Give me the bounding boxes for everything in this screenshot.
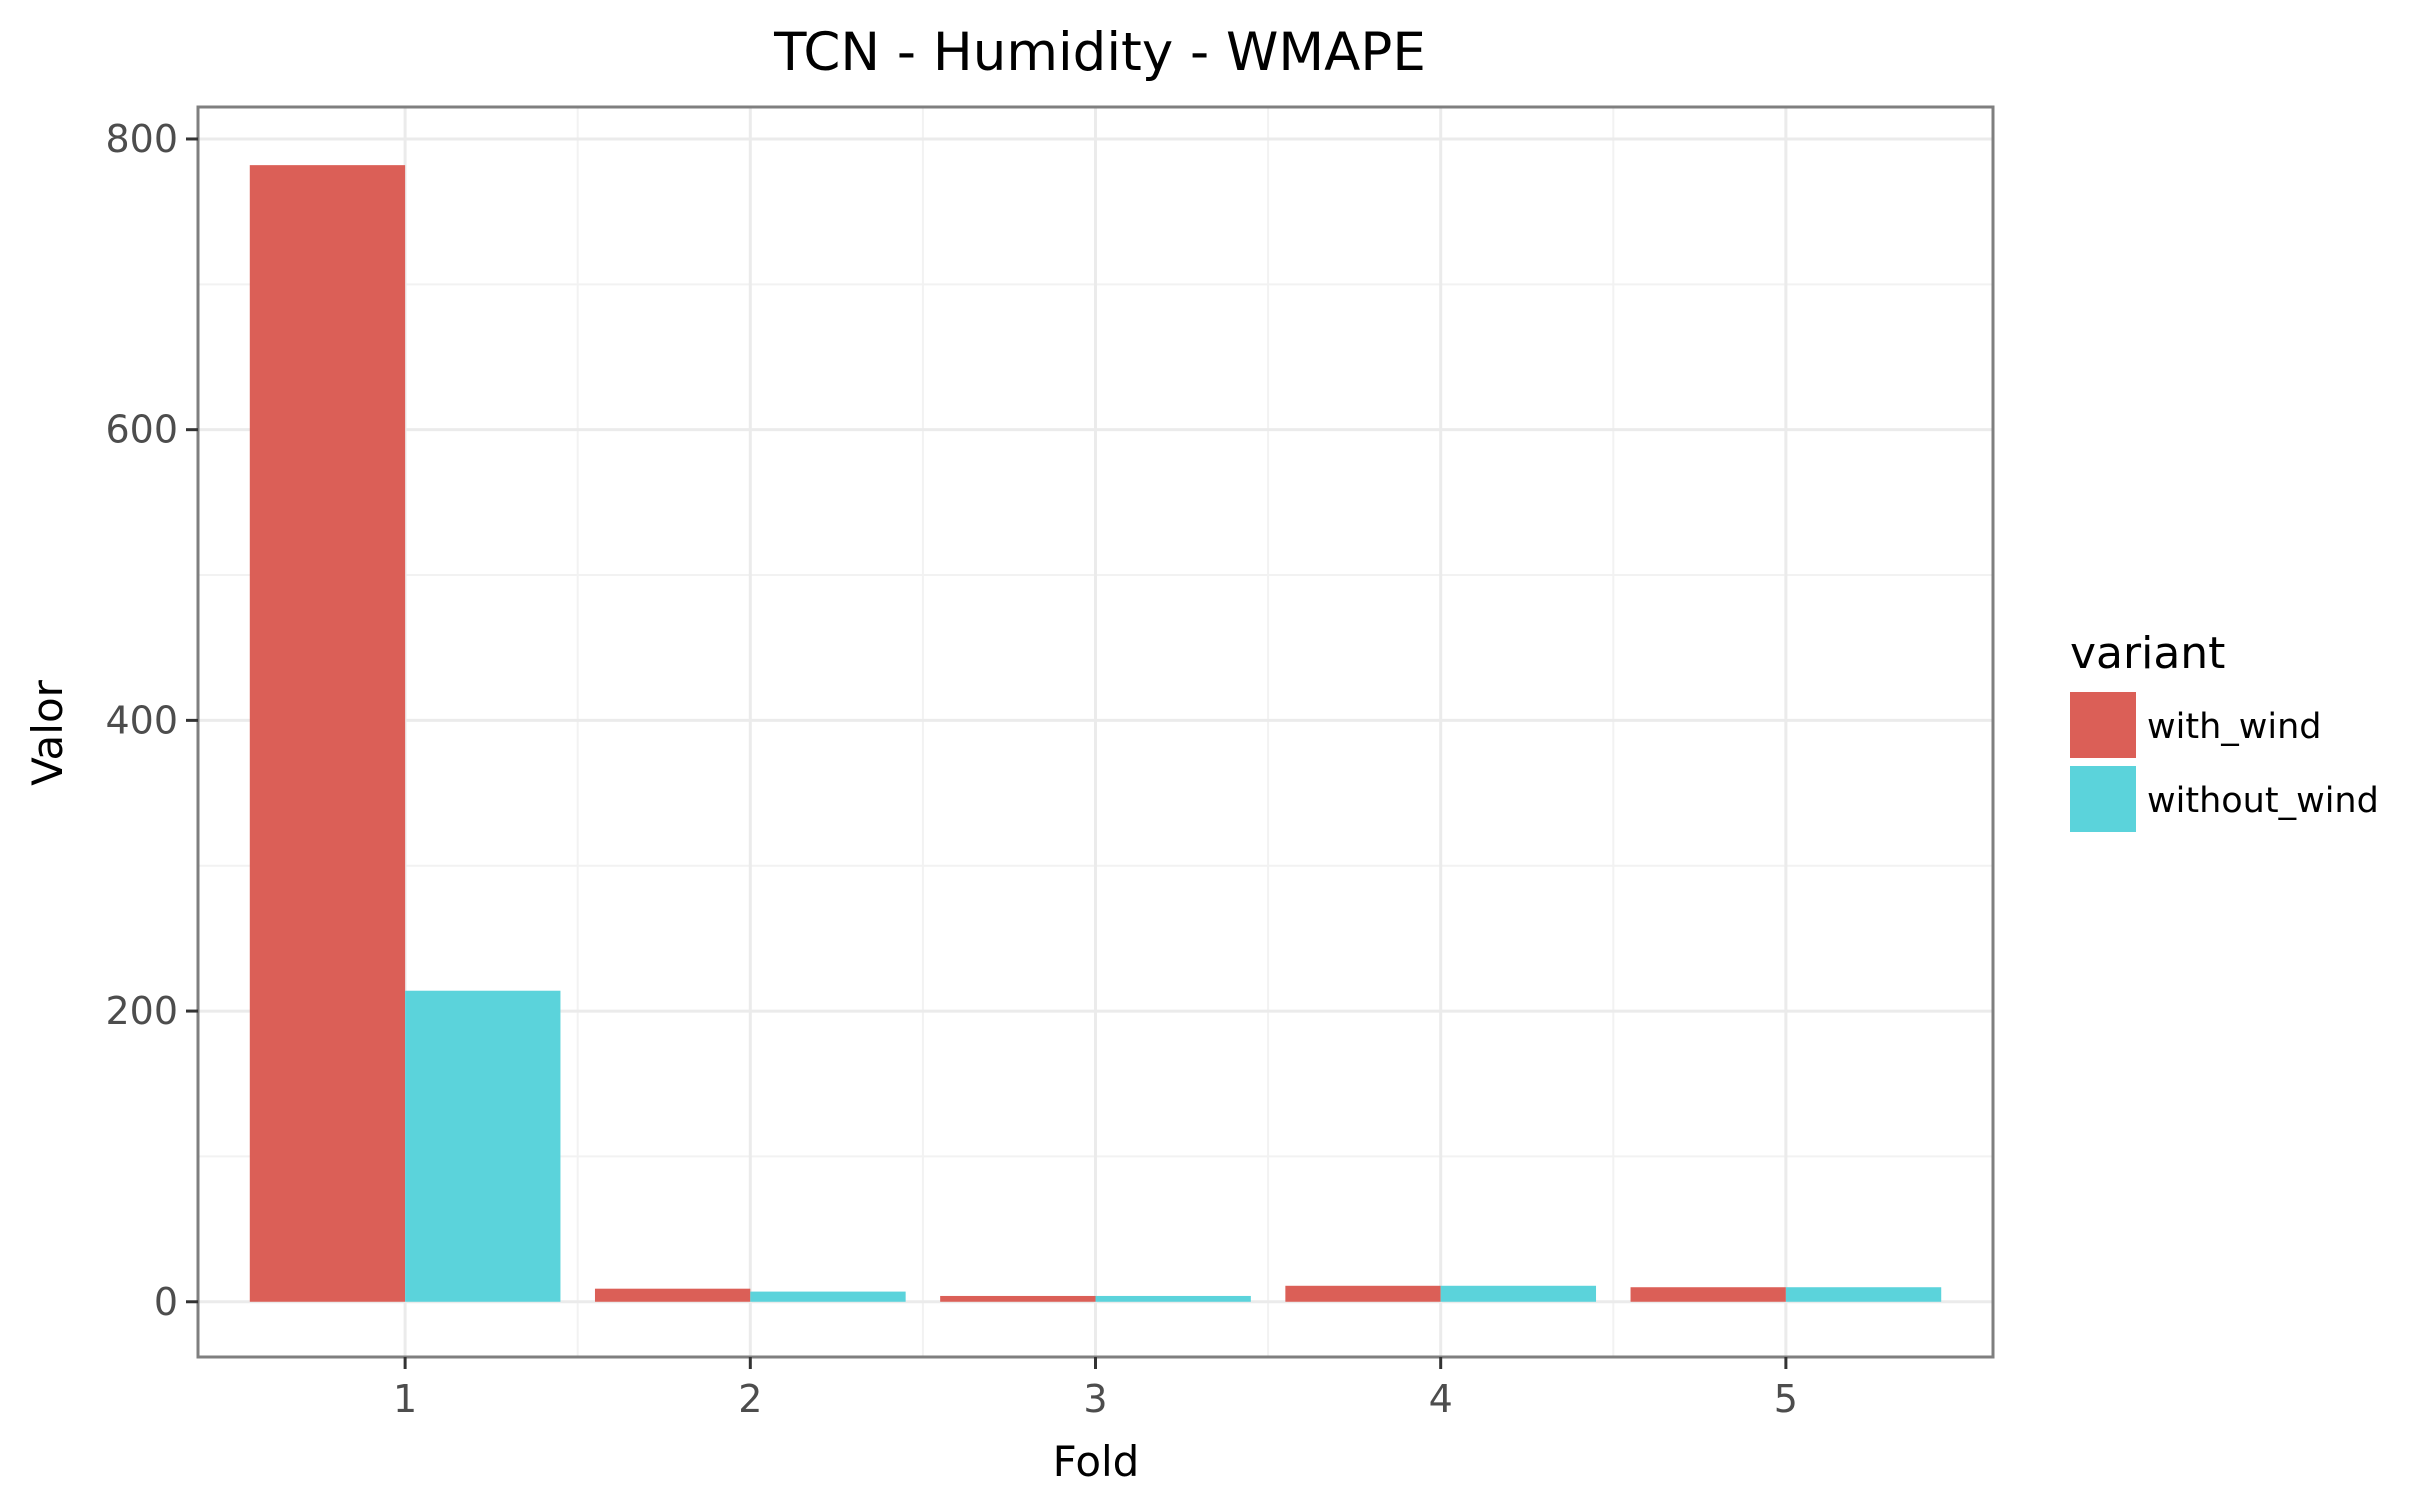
legend-swatch-without_wind xyxy=(2070,766,2136,832)
x-tick-label: 4 xyxy=(1429,1377,1453,1421)
y-tick-label: 200 xyxy=(105,989,178,1033)
bar-with_wind-fold-3 xyxy=(940,1295,1096,1302)
legend-title: variant xyxy=(2070,628,2225,679)
bar-without_wind-fold-3 xyxy=(1095,1295,1251,1302)
y-tick-label: 800 xyxy=(105,117,178,161)
bar-without_wind-fold-5 xyxy=(1785,1287,1942,1302)
x-axis-title: Fold xyxy=(1053,1437,1140,1486)
y-axis-title: Valor xyxy=(23,679,72,786)
legend-swatch-with_wind xyxy=(2070,692,2136,758)
y-tick-label: 0 xyxy=(154,1280,178,1324)
bars xyxy=(249,165,1942,1302)
bar-without_wind-fold-4 xyxy=(1440,1285,1597,1302)
x-tick-label: 1 xyxy=(393,1377,417,1421)
x-tick-label: 3 xyxy=(1083,1377,1107,1421)
bar-with_wind-fold-1 xyxy=(249,165,406,1302)
chart-title: TCN - Humidity - WMAPE xyxy=(773,22,1426,83)
legend: variant with_wind without_wind xyxy=(2070,628,2379,832)
bar-with_wind-fold-4 xyxy=(1285,1285,1441,1302)
y-tick-label: 400 xyxy=(105,698,178,742)
x-axis: 1 2 3 4 5 xyxy=(393,1357,1798,1421)
bar-without_wind-fold-1 xyxy=(405,990,561,1302)
bar-with_wind-fold-5 xyxy=(1630,1287,1786,1302)
x-tick-label: 5 xyxy=(1774,1377,1798,1421)
y-tick-label: 600 xyxy=(105,408,178,452)
x-tick-label: 2 xyxy=(738,1377,762,1421)
legend-label-without_wind: without_wind xyxy=(2147,781,2379,821)
bar-with_wind-fold-2 xyxy=(594,1288,751,1302)
legend-label-with_wind: with_wind xyxy=(2147,707,2322,747)
y-axis: 0 200 400 600 800 xyxy=(105,117,198,1324)
bar-without_wind-fold-2 xyxy=(750,1291,906,1302)
